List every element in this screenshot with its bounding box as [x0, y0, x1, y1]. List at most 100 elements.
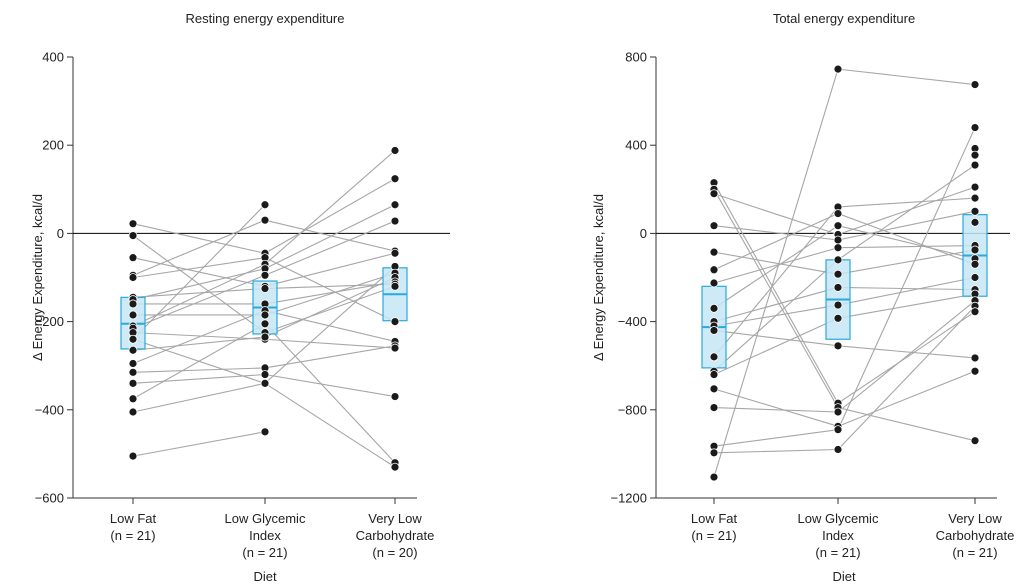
- x-tick-label: Low Fat: [691, 511, 738, 526]
- participant-line: [132, 431, 266, 457]
- data-point: [709, 247, 719, 257]
- participant-line: [713, 182, 839, 404]
- data-point: [128, 219, 138, 229]
- x-tick-label: Low Glycemic: [798, 511, 879, 526]
- participant-line: [837, 225, 976, 260]
- data-point: [970, 366, 980, 376]
- y-tick-label: −600: [35, 491, 64, 506]
- data-point: [128, 359, 138, 368]
- participant-line: [264, 272, 396, 316]
- participant-line: [132, 263, 266, 327]
- x-tick-label: Very Low: [948, 511, 1002, 526]
- data-point: [390, 281, 400, 291]
- data-point: [709, 189, 719, 199]
- participant-line: [837, 244, 976, 249]
- participant-line: [837, 127, 976, 430]
- participant-line: [264, 373, 396, 398]
- participant-line: [837, 276, 976, 306]
- y-tick-label: −1200: [610, 491, 647, 506]
- data-point: [833, 283, 843, 292]
- participant-line: [264, 345, 396, 369]
- data-point: [128, 451, 138, 461]
- participant-line: [713, 407, 839, 413]
- participant-line: [264, 220, 396, 276]
- x-tick-label: (n = 21): [242, 545, 287, 560]
- participant-line: [132, 367, 266, 373]
- data-point: [128, 253, 138, 263]
- data-point: [970, 160, 980, 170]
- participant-line: [132, 323, 266, 400]
- data-point: [970, 193, 980, 203]
- data-point: [833, 269, 843, 279]
- participant-line: [713, 251, 839, 275]
- data-point: [390, 343, 400, 353]
- participant-line: [837, 249, 976, 275]
- participant-line: [132, 274, 266, 329]
- data-point: [970, 353, 980, 363]
- data-point: [260, 370, 270, 379]
- data-points: [128, 146, 400, 472]
- participant-line: [132, 373, 266, 384]
- participant-line: [837, 197, 976, 208]
- data-point: [970, 206, 980, 216]
- data-point: [833, 300, 843, 310]
- x-tick-label: (n = 21): [691, 528, 736, 543]
- chart-panel-2: Total energy expenditure 800 400 0 −400 −800 −…: [591, 11, 1014, 584]
- participant-line: [713, 329, 839, 347]
- data-points: [709, 64, 980, 482]
- participant-line: [713, 193, 839, 236]
- data-point: [709, 472, 719, 482]
- participant-line: [264, 283, 396, 290]
- data-point: [260, 215, 270, 225]
- data-point: [709, 303, 719, 313]
- participant-line: [837, 293, 976, 319]
- participant-line: [713, 286, 839, 323]
- data-point: [390, 200, 400, 210]
- data-point: [390, 317, 400, 327]
- y-axis-label: Δ Energy Expenditure, kcal/d: [591, 194, 606, 361]
- participant-line: [713, 225, 839, 241]
- participant-line: [713, 429, 839, 447]
- participant-line: [132, 219, 266, 276]
- chart-title: Resting energy expenditure: [186, 11, 345, 26]
- participant-line: [264, 257, 396, 323]
- participant-line: [264, 382, 396, 468]
- x-tick-label: (n = 21): [815, 545, 860, 560]
- participant-line: [837, 311, 976, 404]
- y-tick-label: 0: [640, 226, 647, 241]
- participant-line: [264, 219, 396, 252]
- x-tick-label: Low Fat: [110, 511, 157, 526]
- participant-line: [264, 338, 396, 349]
- data-point: [833, 243, 843, 253]
- y-tick-label: 400: [625, 138, 647, 153]
- participant-line: [132, 204, 266, 340]
- data-point: [833, 235, 843, 245]
- participant-line: [132, 257, 266, 279]
- y-tick-label: −800: [618, 402, 647, 417]
- data-point: [390, 462, 400, 472]
- participant-lines: [132, 150, 396, 468]
- data-point: [128, 231, 138, 241]
- data-point: [709, 278, 719, 288]
- data-point: [128, 345, 138, 355]
- participant-line: [132, 332, 266, 340]
- data-point: [970, 273, 980, 282]
- data-point: [260, 378, 270, 388]
- x-tick-label: Carbohydrate: [356, 528, 435, 543]
- data-point: [970, 182, 980, 192]
- data-point: [260, 310, 270, 320]
- y-tick-label: 0: [57, 226, 64, 241]
- participant-line: [713, 259, 839, 372]
- data-point: [709, 384, 719, 394]
- data-point: [833, 445, 843, 454]
- data-point: [128, 378, 138, 388]
- y-tick-label: 800: [625, 50, 647, 65]
- data-point: [128, 299, 138, 309]
- participant-line: [837, 164, 976, 261]
- x-tick-label: (n = 21): [110, 528, 155, 543]
- data-point: [833, 313, 843, 323]
- participant-line: [264, 276, 396, 338]
- y-tick-label: 400: [42, 50, 64, 65]
- x-tick-label: Low Glycemic: [225, 511, 306, 526]
- x-tick-label: Index: [249, 528, 281, 543]
